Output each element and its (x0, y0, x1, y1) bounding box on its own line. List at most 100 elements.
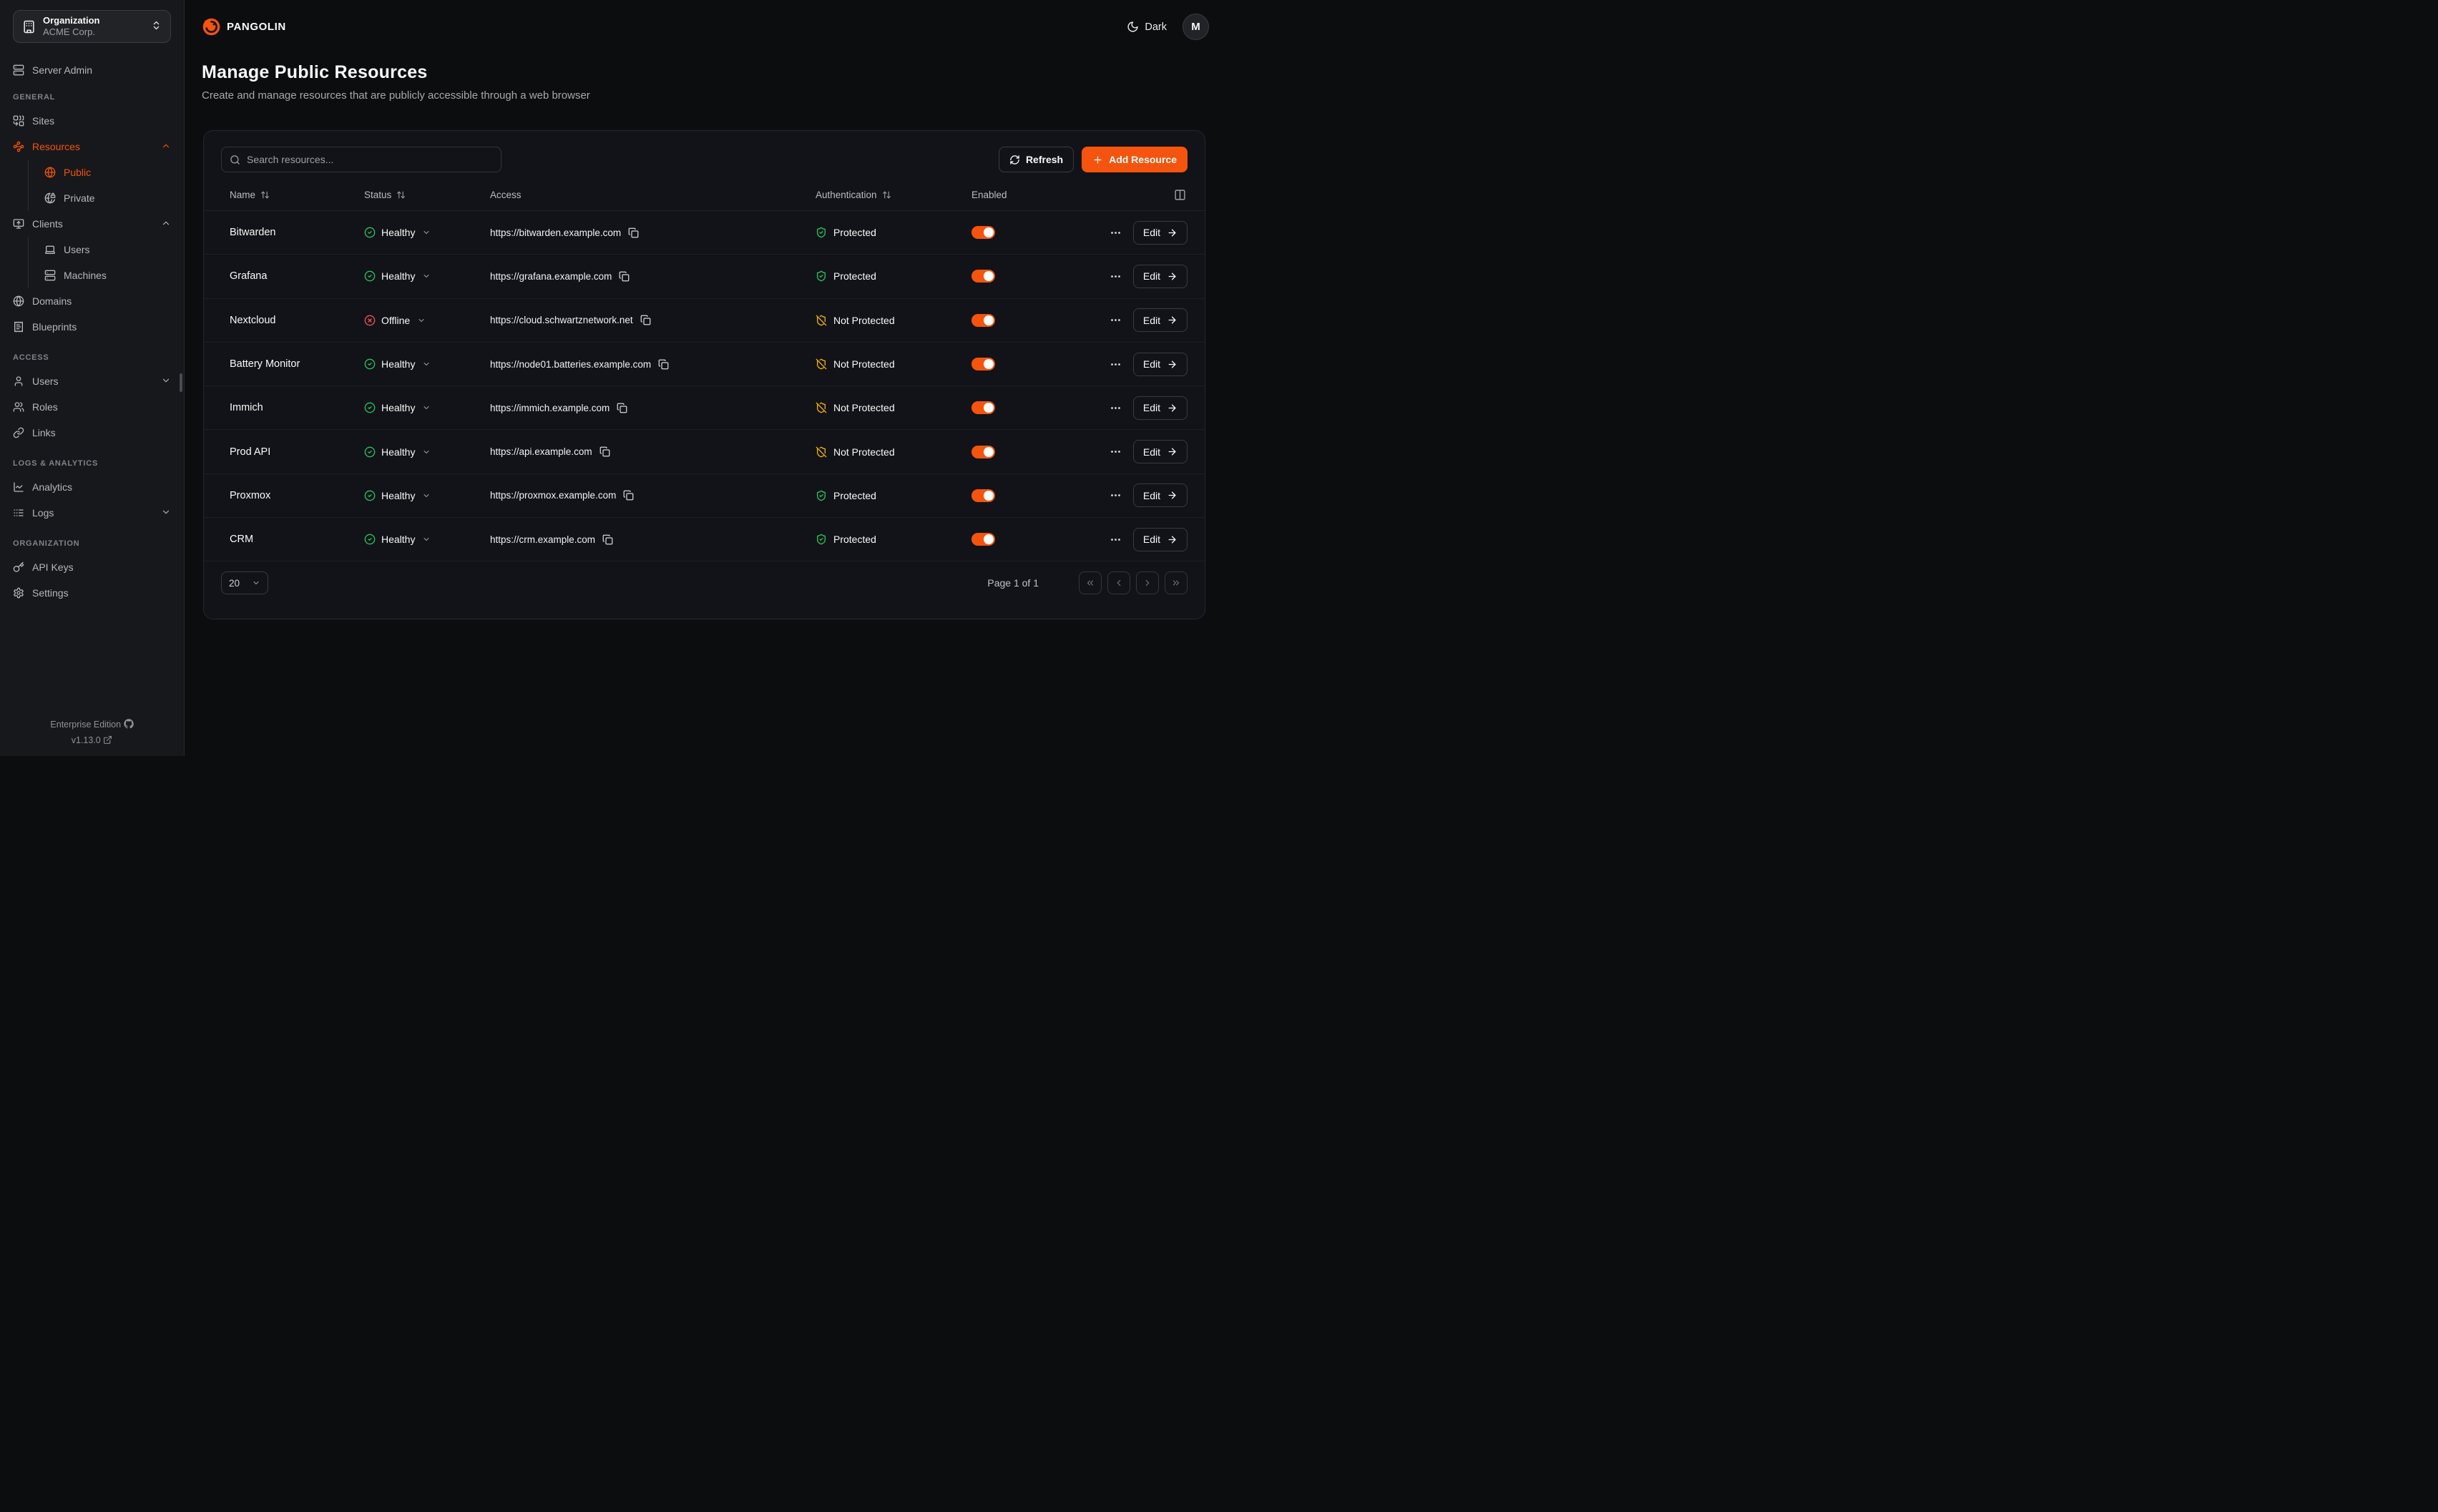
shield-check-icon (817, 271, 826, 282)
sidebar-item-logs[interactable]: Logs (13, 500, 171, 526)
edit-button[interactable]: Edit (1132, 440, 1188, 464)
copy-url-button[interactable] (658, 359, 669, 370)
column-header-authentication[interactable]: Authentication (807, 190, 963, 200)
row-menu-button[interactable] (1110, 227, 1122, 239)
resource-url[interactable]: https://crm.example.com (490, 534, 596, 545)
edit-button[interactable]: Edit (1132, 308, 1188, 333)
enabled-toggle[interactable] (971, 533, 995, 546)
row-menu-button[interactable] (1110, 402, 1122, 414)
resource-url[interactable]: https://proxmox.example.com (490, 490, 617, 501)
arrow-right-icon (1168, 491, 1176, 499)
chevron-down-icon (424, 275, 429, 278)
status-dropdown[interactable]: Healthy (356, 227, 481, 238)
resource-url[interactable]: https://immich.example.com (490, 402, 610, 413)
enabled-toggle[interactable] (971, 401, 995, 415)
column-settings[interactable] (1056, 189, 1188, 201)
edit-button[interactable]: Edit (1132, 220, 1188, 245)
copy-url-button[interactable] (602, 534, 613, 545)
row-menu-button[interactable] (1110, 489, 1122, 501)
status-dropdown[interactable]: Healthy (356, 446, 481, 458)
enabled-toggle[interactable] (971, 358, 995, 371)
row-menu-button[interactable] (1110, 446, 1122, 458)
row-menu-button[interactable] (1110, 270, 1122, 283)
chevron-down-icon (424, 538, 429, 541)
sidebar-item-server-admin[interactable]: Server Admin (13, 57, 171, 83)
copy-url-button[interactable] (599, 446, 610, 457)
enabled-toggle[interactable] (971, 226, 995, 240)
refresh-button[interactable]: Refresh (998, 147, 1074, 172)
status-dropdown[interactable]: Healthy (356, 490, 481, 501)
sidebar-item-domains[interactable]: Domains (13, 288, 171, 314)
copy-url-button[interactable] (617, 403, 627, 413)
globe-icon (13, 295, 24, 307)
status-dropdown[interactable]: Healthy (356, 270, 481, 282)
external-link-icon[interactable] (103, 735, 112, 745)
sidebar-item-public[interactable]: Public (29, 159, 171, 185)
sidebar-item-settings[interactable]: Settings (13, 580, 171, 606)
enabled-toggle[interactable] (971, 270, 995, 283)
enabled-toggle[interactable] (971, 313, 995, 327)
arrow-right-icon (1168, 536, 1176, 544)
github-icon[interactable] (123, 719, 134, 729)
resource-name: Battery Monitor (230, 358, 300, 370)
org-switcher[interactable]: Organization ACME Corp. (13, 10, 171, 43)
section-label-access: ACCESS (13, 353, 49, 362)
chevrons-right-icon (1173, 580, 1180, 586)
sidebar-item-clients[interactable]: Clients (13, 211, 171, 237)
ellipsis-icon (1111, 538, 1120, 541)
sidebar-scrollbar-thumb[interactable] (180, 373, 182, 392)
edit-button[interactable]: Edit (1132, 264, 1188, 288)
sidebar-item-api-keys[interactable]: API Keys (13, 554, 171, 580)
sidebar-item-sites[interactable]: Sites (13, 108, 171, 134)
prev-page-button[interactable] (1107, 571, 1130, 595)
search-input[interactable] (247, 154, 493, 165)
sidebar-item-users[interactable]: Users (13, 368, 171, 394)
add-resource-button[interactable]: Add Resource (1082, 147, 1188, 172)
resource-url[interactable]: https://node01.batteries.example.com (490, 358, 652, 370)
sidebar-item-roles[interactable]: Roles (13, 394, 171, 420)
status-dropdown[interactable]: Healthy (356, 402, 481, 413)
sidebar-item-links[interactable]: Links (13, 420, 171, 446)
enabled-toggle[interactable] (971, 489, 995, 502)
sidebar-item-client-users[interactable]: Users (29, 237, 171, 262)
status-dropdown[interactable]: Offline (356, 315, 481, 326)
status-dropdown[interactable]: Healthy (356, 534, 481, 545)
brand-logo[interactable]: PANGOLIN (202, 17, 286, 36)
sidebar-item-machines[interactable]: Machines (29, 262, 171, 288)
column-header-name[interactable]: Name (221, 190, 356, 200)
resource-url[interactable]: https://bitwarden.example.com (490, 227, 622, 238)
brand-name: PANGOLIN (227, 21, 286, 33)
sidebar-item-resources[interactable]: Resources (13, 134, 171, 159)
first-page-button[interactable] (1079, 571, 1102, 595)
row-menu-button[interactable] (1110, 358, 1122, 370)
row-menu-button[interactable] (1110, 314, 1122, 326)
sidebar-item-analytics[interactable]: Analytics (13, 474, 171, 500)
enabled-toggle[interactable] (971, 445, 995, 458)
resource-url[interactable]: https://cloud.schwartznetwork.net (490, 315, 633, 326)
edit-button[interactable]: Edit (1132, 352, 1188, 376)
table-row: CRM Healthy https://crm.example.com Prot… (204, 518, 1205, 562)
avatar[interactable]: M (1183, 14, 1209, 40)
edit-button[interactable]: Edit (1132, 527, 1188, 551)
theme-toggle[interactable]: Dark (1127, 21, 1167, 33)
sidebar-item-blueprints[interactable]: Blueprints (13, 314, 171, 340)
page-size-select[interactable]: 20 (221, 571, 268, 595)
resource-url[interactable]: https://grafana.example.com (490, 270, 612, 282)
chevron-down-icon (418, 318, 424, 322)
row-menu-button[interactable] (1110, 534, 1122, 546)
copy-url-button[interactable] (640, 315, 651, 325)
next-page-button[interactable] (1136, 571, 1159, 595)
edit-button[interactable]: Edit (1132, 483, 1188, 508)
copy-url-button[interactable] (623, 490, 634, 501)
status-dropdown[interactable]: Healthy (356, 358, 481, 370)
sidebar-item-private[interactable]: Private (29, 185, 171, 211)
resource-url[interactable]: https://api.example.com (490, 446, 592, 458)
last-page-button[interactable] (1165, 571, 1188, 595)
sort-icon (882, 191, 891, 199)
edit-button[interactable]: Edit (1132, 396, 1188, 420)
copy-url-button[interactable] (628, 227, 639, 238)
columns-icon (1175, 190, 1185, 200)
column-header-status[interactable]: Status (356, 190, 481, 200)
copy-url-button[interactable] (619, 271, 630, 282)
circle-check-icon (364, 358, 376, 370)
